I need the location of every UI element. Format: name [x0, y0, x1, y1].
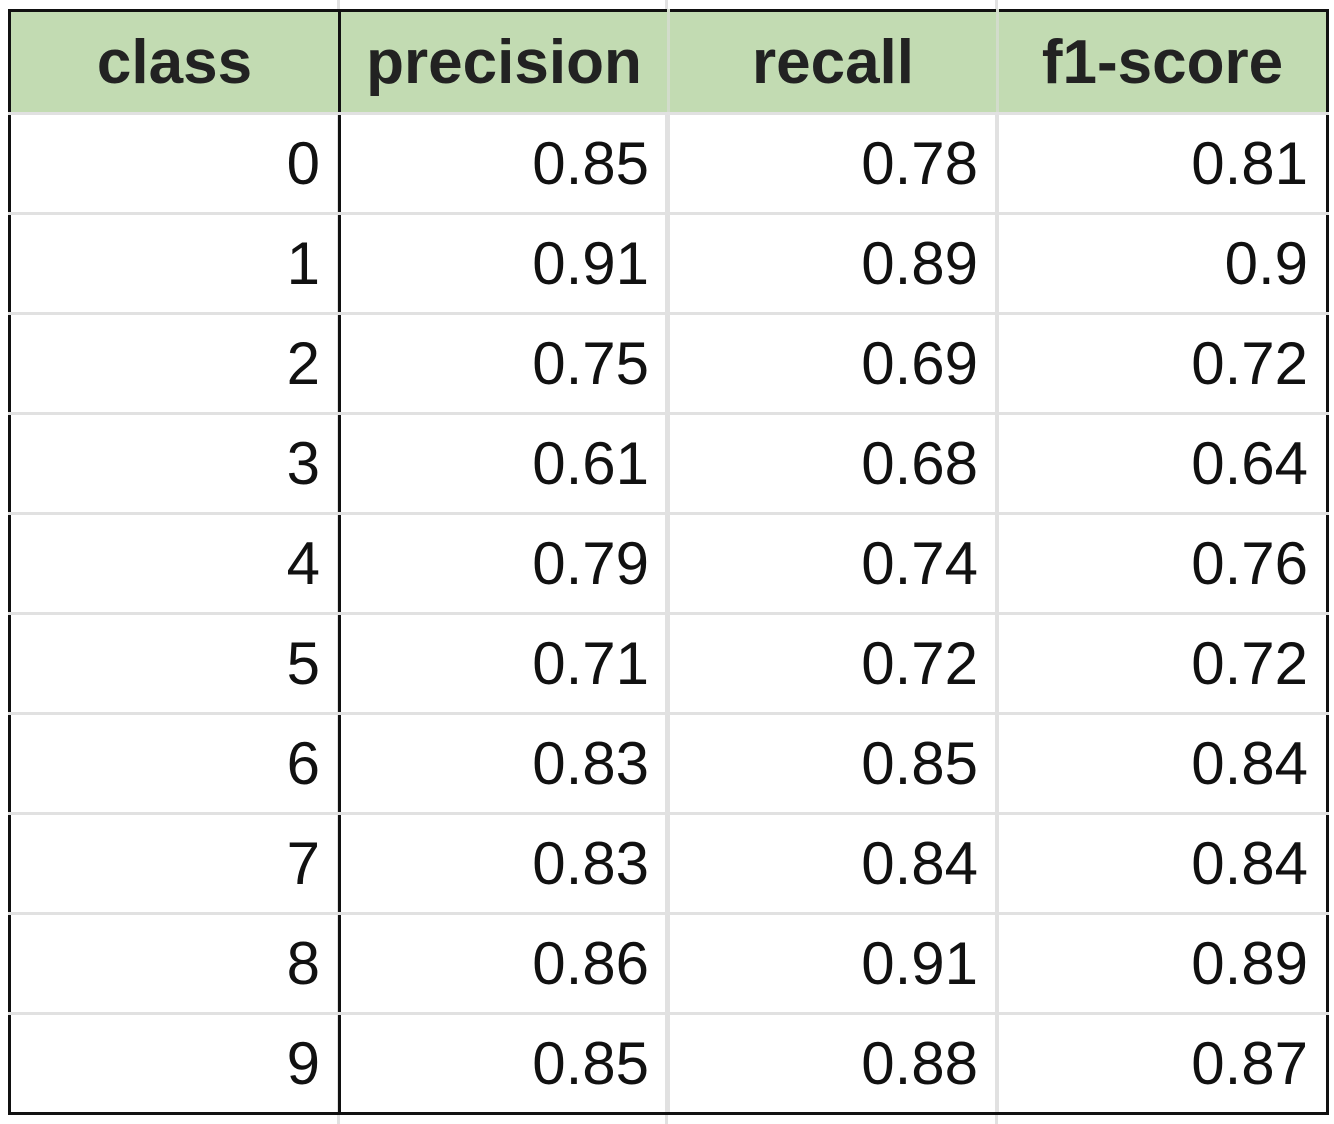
table-row: 0 0.85 0.78 0.81 [8, 112, 1329, 215]
cell-recall[interactable]: 0.69 [667, 312, 999, 415]
cell-recall[interactable]: 0.84 [667, 812, 999, 915]
cell-class[interactable]: 4 [8, 512, 341, 615]
cell-precision[interactable]: 0.86 [338, 912, 670, 1015]
cell-precision[interactable]: 0.83 [338, 812, 670, 915]
cell-class[interactable]: 3 [8, 412, 341, 515]
cell-class[interactable]: 5 [8, 612, 341, 715]
table-row: 6 0.83 0.85 0.84 [8, 712, 1329, 815]
cell-class[interactable]: 2 [8, 312, 341, 415]
cell-precision[interactable]: 0.85 [338, 112, 670, 215]
cell-precision[interactable]: 0.91 [338, 212, 670, 315]
table-row: 8 0.86 0.91 0.89 [8, 912, 1329, 1015]
cell-recall[interactable]: 0.74 [667, 512, 999, 615]
cell-f1-score[interactable]: 0.81 [996, 112, 1329, 215]
cell-recall[interactable]: 0.85 [667, 712, 999, 815]
table-row: 5 0.71 0.72 0.72 [8, 612, 1329, 715]
header-cell-precision[interactable]: precision [338, 9, 670, 115]
cell-recall[interactable]: 0.89 [667, 212, 999, 315]
cell-class[interactable]: 7 [8, 812, 341, 915]
cell-f1-score[interactable]: 0.9 [996, 212, 1329, 315]
cell-class[interactable]: 9 [8, 1012, 341, 1115]
cell-class[interactable]: 6 [8, 712, 341, 815]
header-cell-f1-score[interactable]: f1-score [996, 9, 1329, 115]
cell-precision[interactable]: 0.79 [338, 512, 670, 615]
cell-class[interactable]: 1 [8, 212, 341, 315]
cell-f1-score[interactable]: 0.89 [996, 912, 1329, 1015]
cell-recall[interactable]: 0.78 [667, 112, 999, 215]
table-row: 1 0.91 0.89 0.9 [8, 212, 1329, 315]
cell-precision[interactable]: 0.61 [338, 412, 670, 515]
header-row: class precision recall f1-score [8, 9, 1329, 115]
cell-class[interactable]: 8 [8, 912, 341, 1015]
cell-precision[interactable]: 0.83 [338, 712, 670, 815]
cell-f1-score[interactable]: 0.72 [996, 612, 1329, 715]
table-row: 2 0.75 0.69 0.72 [8, 312, 1329, 415]
cell-f1-score[interactable]: 0.84 [996, 812, 1329, 915]
cell-recall[interactable]: 0.68 [667, 412, 999, 515]
table-row: 7 0.83 0.84 0.84 [8, 812, 1329, 915]
cell-f1-score[interactable]: 0.64 [996, 412, 1329, 515]
cell-recall[interactable]: 0.91 [667, 912, 999, 1015]
cell-class[interactable]: 0 [8, 112, 341, 215]
cell-f1-score[interactable]: 0.84 [996, 712, 1329, 815]
cell-precision[interactable]: 0.85 [338, 1012, 670, 1115]
cell-recall[interactable]: 0.88 [667, 1012, 999, 1115]
header-cell-class[interactable]: class [8, 9, 341, 115]
metrics-table: class precision recall f1-score 0 0.85 0.7… [8, 9, 1329, 1115]
table-body: 0 0.85 0.78 0.81 1 0.91 0.89 0.9 2 0.75 0.69 0.72 3 0… [8, 112, 1329, 1115]
table-row: 9 0.85 0.88 0.87 [8, 1012, 1329, 1115]
cell-precision[interactable]: 0.71 [338, 612, 670, 715]
cell-precision[interactable]: 0.75 [338, 312, 670, 415]
cell-f1-score[interactable]: 0.87 [996, 1012, 1329, 1115]
header-cell-recall[interactable]: recall [667, 9, 999, 115]
cell-recall[interactable]: 0.72 [667, 612, 999, 715]
table-row: 3 0.61 0.68 0.64 [8, 412, 1329, 515]
table-row: 4 0.79 0.74 0.76 [8, 512, 1329, 615]
cell-f1-score[interactable]: 0.76 [996, 512, 1329, 615]
cell-f1-score[interactable]: 0.72 [996, 312, 1329, 415]
